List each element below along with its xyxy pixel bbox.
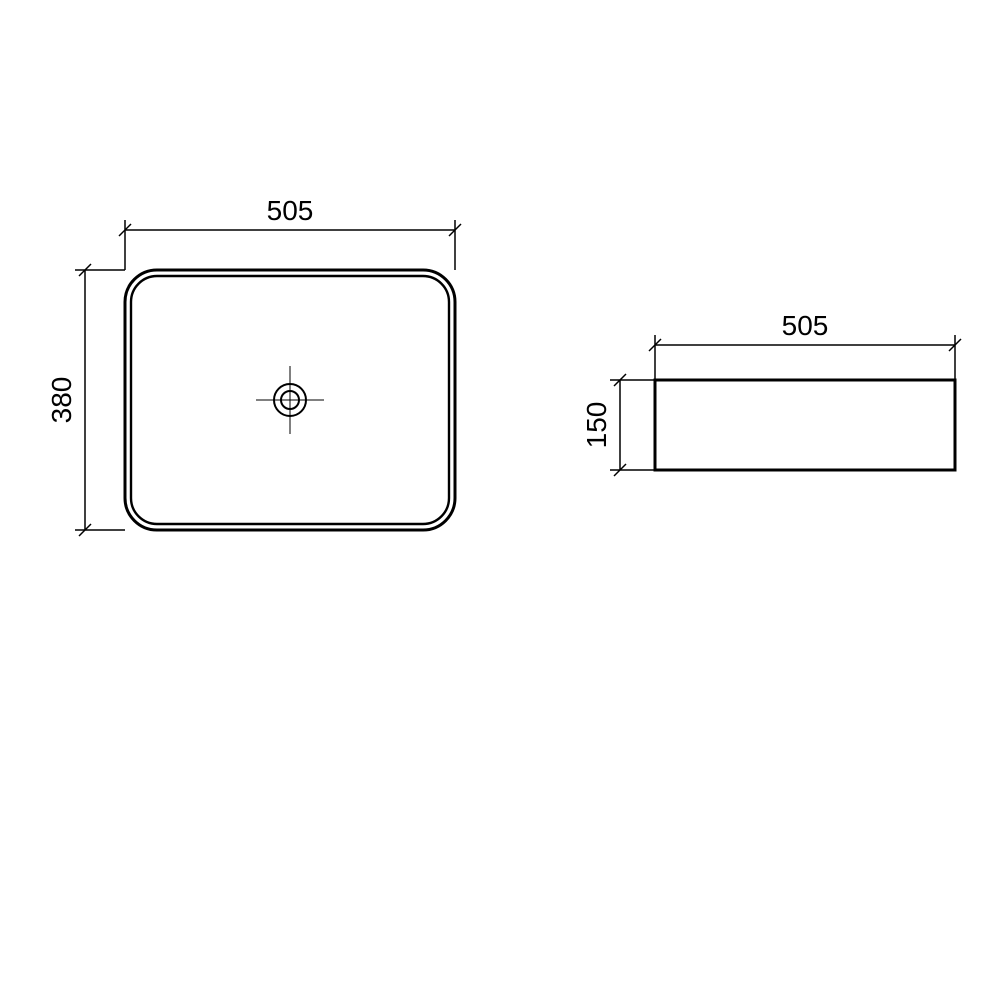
dim-side-height-label: 150 — [581, 402, 612, 449]
side-view — [655, 380, 955, 470]
top-view — [125, 270, 455, 530]
dim-side-width-label: 505 — [782, 310, 829, 341]
side-rect — [655, 380, 955, 470]
dim-top-height-label: 380 — [46, 377, 77, 424]
dim-top-width-label: 505 — [267, 195, 314, 226]
